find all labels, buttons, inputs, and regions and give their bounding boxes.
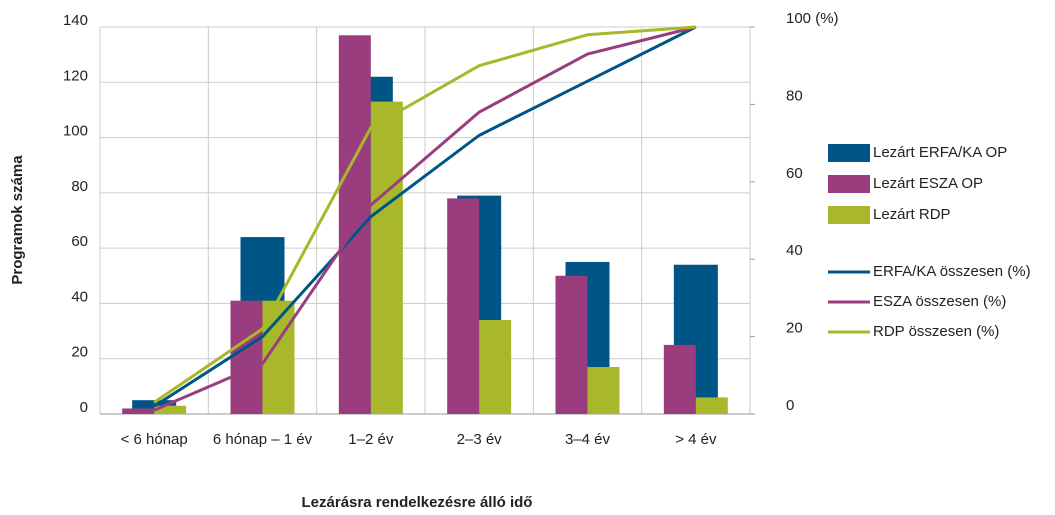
y-tick-label: 60 [71, 233, 88, 250]
legend-label: ERFA/KA összesen (%) [873, 263, 1031, 280]
x-tick-label: 3–4 év [565, 431, 611, 448]
legend-label: Lezárt ESZA OP [873, 175, 983, 192]
y2-tick-label: 20 [786, 320, 803, 337]
line [153, 25, 697, 408]
x-tick-label: 1–2 év [348, 431, 394, 448]
x-tick-label: > 4 év [675, 431, 717, 448]
bar [230, 300, 263, 414]
x-tick-label: 6 hónap – 1 év [213, 431, 313, 448]
bar [447, 198, 480, 414]
y2-tick-label: 40 [786, 242, 803, 259]
bar [587, 367, 620, 414]
line [153, 25, 697, 412]
x-tick-label: < 6 hónap [121, 431, 188, 448]
y-tick-label: 100 [63, 123, 88, 140]
bar [154, 405, 187, 414]
y-tick-label: 40 [71, 288, 88, 305]
legend-label: Lezárt RDP [873, 206, 951, 223]
bar [663, 344, 696, 414]
legend-label: Lezárt ERFA/KA OP [873, 144, 1007, 161]
legend-swatch [828, 175, 870, 193]
legend-swatch [828, 206, 870, 224]
bar [338, 35, 371, 415]
line [153, 25, 696, 404]
bar [122, 408, 155, 414]
x-axis-title: Lezárásra rendelkezésre álló idő [302, 494, 533, 511]
y-tick-label: 120 [63, 67, 88, 84]
bar [370, 101, 403, 414]
legend-label: ESZA összesen (%) [873, 293, 1006, 310]
legend-label: RDP összesen (%) [873, 323, 999, 340]
bar [695, 397, 728, 414]
legend-swatch [828, 144, 870, 162]
y2-tick-label: 100 (%) [786, 10, 839, 27]
bar [479, 320, 512, 414]
y-axis-title: Programok száma [9, 155, 26, 285]
x-tick-label: 2–3 év [457, 431, 503, 448]
y-tick-label: 0 [80, 399, 88, 416]
bar [555, 275, 588, 414]
y2-tick-label: 0 [786, 397, 794, 414]
y-tick-label: 20 [71, 344, 88, 361]
y-tick-label: 140 [63, 12, 88, 29]
y-tick-label: 80 [71, 178, 88, 195]
y2-tick-label: 60 [786, 165, 803, 182]
y2-tick-label: 80 [786, 87, 803, 104]
